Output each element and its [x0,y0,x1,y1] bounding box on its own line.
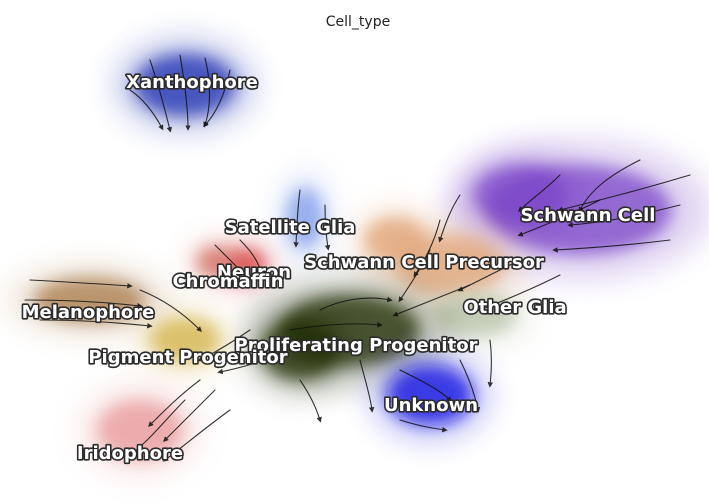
streamline [413,219,441,278]
cluster-cloud-pigment-progenitor [149,317,221,363]
streamline [203,57,211,128]
velocity-streamlines [24,54,691,462]
cluster-label-unknown: Unknown [384,395,478,416]
streamline [518,174,561,212]
cluster-cloud-schwann-cell-precursor [363,217,427,263]
streamline [399,369,452,402]
cluster-label-chromaffin: Chromaffin [172,271,283,292]
cluster-cloud-schwann-cell [473,165,567,225]
streamline [459,359,481,413]
streamline [179,54,191,131]
streamline [24,299,143,309]
streamline [578,159,641,213]
streamline [217,354,281,375]
cluster-label-xanthophore: Xanthophore [126,72,258,93]
cluster-label-schwann-cell-precursor: Schwann Cell Precursor [304,252,544,273]
streamline [139,289,202,332]
streamline [324,204,331,251]
cluster-label-neuron: Neuron [217,262,291,283]
cluster-cloud-other-glia [434,294,516,336]
streamline [293,189,301,248]
cluster-cloud-satellite-glia [286,188,324,248]
streamline [148,379,201,427]
cluster-cloud-melanophore [33,277,147,323]
streamline [438,194,461,243]
streamline [477,274,561,312]
streamline [487,339,494,388]
streamline [162,409,231,462]
cluster-label-iridophore: Iridophore [77,443,183,464]
cluster-labels: Xanthophore Schwann Cell Satellite Glia Sch… [20,70,657,465]
streamline [319,296,393,311]
cluster-label-pigment-progenitor: Pigment Progenitor [88,347,287,368]
streamline [129,89,164,131]
streamline [517,199,601,237]
cluster-label-proliferating-progenitor: Proliferating Progenitor [235,335,478,356]
cluster-label-schwann-cell: Schwann Cell [521,205,656,226]
cluster-clouds [9,35,709,478]
streamline [557,174,691,213]
cluster-label-melanophore: Melanophore [22,302,155,323]
cluster-label-other-glia: Other Glia [463,297,566,318]
streamline [552,239,671,253]
streamline [39,319,153,329]
streamline [239,239,264,278]
streamline [567,204,681,228]
plot-title: Cell_type [326,14,390,30]
cluster-cloud-iridophore [97,400,183,460]
streamline [163,389,216,442]
streamline [359,359,375,413]
streamline [392,284,471,317]
streamline [149,59,173,133]
streamline [289,321,383,331]
streamline [399,419,448,433]
cluster-cloud-proliferating-progenitor [261,320,339,380]
streamline [214,244,247,277]
streamline [29,279,133,289]
cluster-cloud-unknown [387,365,473,425]
streamline [197,329,251,362]
streamline [127,399,186,457]
streamline [299,379,322,423]
streamline [203,69,231,127]
cluster-label-satellite-glia: Satellite Glia [225,217,356,238]
